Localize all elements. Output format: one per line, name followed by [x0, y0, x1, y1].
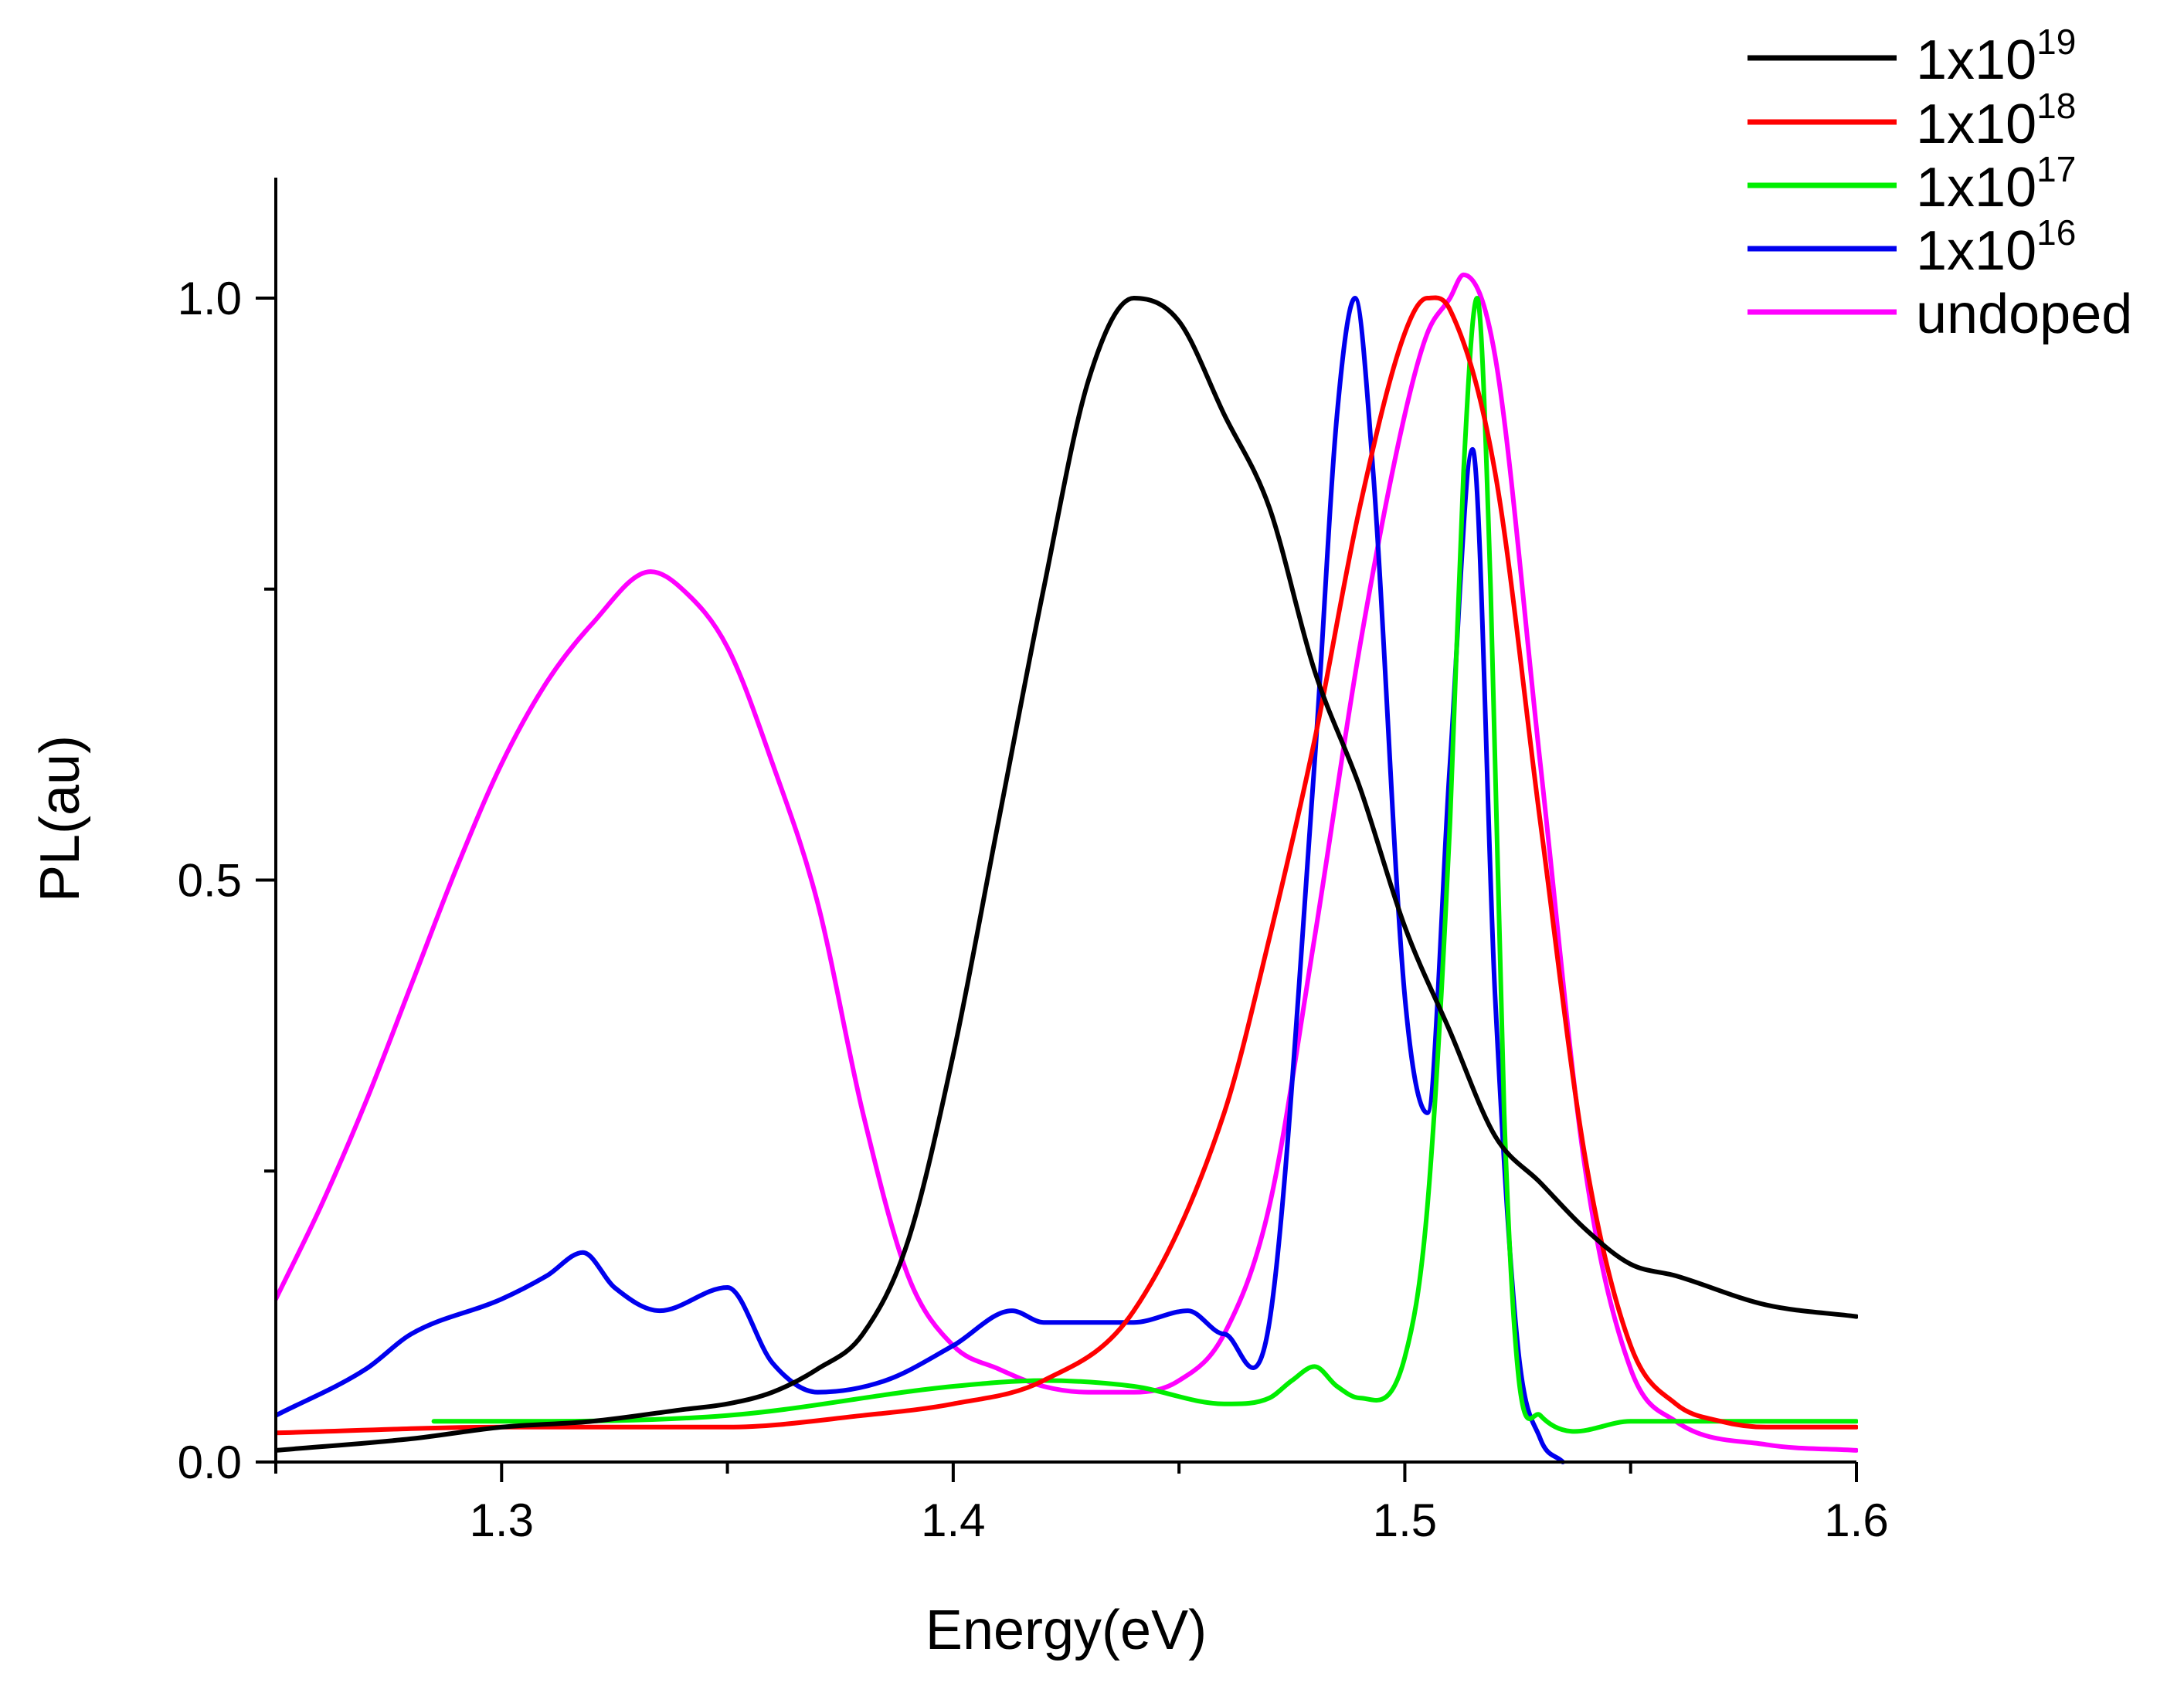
legend-label-base: 1x10: [1916, 157, 2036, 219]
x-tick-label: 1.6: [1824, 1494, 1888, 1546]
y-tick-label: 0.5: [178, 855, 242, 907]
y-tick-label: 0.0: [178, 1437, 242, 1488]
series-line-1x10-19: [276, 296, 1858, 1453]
legend-label-base: 1x10: [1916, 29, 2036, 91]
legend-label-undoped: undoped: [1916, 283, 2132, 345]
series-line-1x10-18: [276, 295, 1858, 1436]
x-tick-label: 1.5: [1373, 1494, 1437, 1546]
legend-label-base: undoped: [1916, 283, 2132, 345]
series-line-1x10-17: [431, 296, 1858, 1434]
legend-label-exponent: 19: [2036, 22, 2076, 62]
legend-label-1x10-18: 1x1018: [1916, 86, 2076, 155]
x-tick-label: 1.4: [921, 1494, 985, 1546]
legend-label-1x10-16: 1x1016: [1916, 212, 2076, 282]
legend-label-1x10-19: 1x1019: [1916, 22, 2076, 91]
series-line-undoped: [276, 272, 1858, 1453]
series-line-1x10-16: [276, 296, 1565, 1464]
y-tick-label: 1.0: [178, 273, 242, 324]
x-tick-label: 1.3: [470, 1494, 534, 1546]
legend-label-exponent: 17: [2036, 149, 2076, 189]
legend-label-base: 1x10: [1916, 93, 2036, 155]
legend-label-base: 1x10: [1916, 220, 2036, 282]
legend-label-exponent: 16: [2036, 212, 2076, 253]
x-axis-title: Energy(eV): [926, 1599, 1207, 1661]
legend-label-exponent: 18: [2036, 86, 2076, 126]
y-axis-title: PL(au): [29, 735, 91, 902]
legend-label-1x10-17: 1x1017: [1916, 149, 2076, 219]
